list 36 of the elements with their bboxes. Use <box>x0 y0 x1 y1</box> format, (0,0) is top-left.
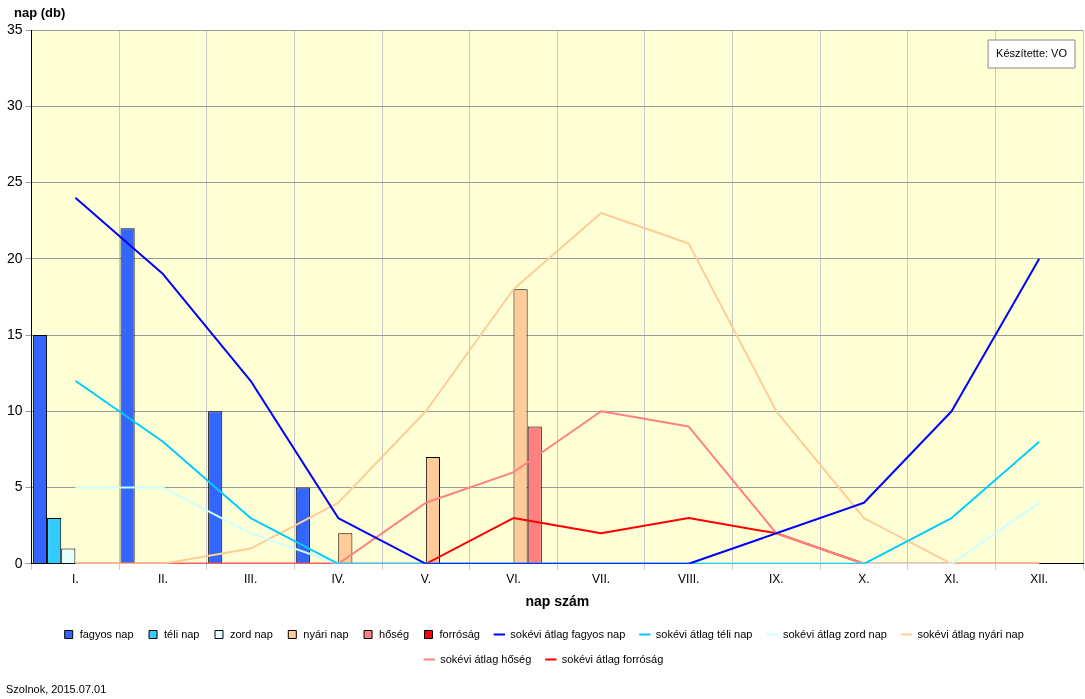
legend-label: fagyos nap <box>79 627 134 640</box>
x-tick-label: III. <box>243 572 258 587</box>
y-tick-label: 5 <box>14 478 23 495</box>
x-tick-label: IV. <box>331 572 346 587</box>
legend-label: zord nap <box>229 627 273 640</box>
text: Szolnok, 2015.07.01 <box>6 682 107 695</box>
x-tick-label: II. <box>157 572 169 587</box>
x-tick-label: VI. <box>506 572 521 587</box>
legend-label: téli nap <box>164 627 200 640</box>
y-tick-label: 15 <box>6 325 23 342</box>
x-tick-label: IX. <box>769 572 784 587</box>
y-axis-title: nap (db) <box>14 5 66 21</box>
legend-label: sokévi átlag forróság <box>561 652 664 665</box>
x-tick-label: XI. <box>944 572 959 587</box>
x-tick-label: VII. <box>592 572 611 587</box>
x-tick-label: I. <box>72 572 79 587</box>
x-tick-label: V. <box>420 572 431 587</box>
y-tick-label: 20 <box>6 249 23 266</box>
legend-label: sokévi átlag nyári nap <box>917 627 1024 640</box>
y-tick-label: 0 <box>14 554 23 571</box>
legend-label: sokévi átlag zord nap <box>782 627 887 640</box>
y-tick-label: 35 <box>6 20 23 37</box>
legend-label: sokévi átlag hőség <box>440 652 532 665</box>
x-tick-label: X. <box>858 572 870 587</box>
legend-label: hőség <box>379 627 410 640</box>
legend-label: forróság <box>439 627 480 640</box>
legend-label: sokévi átlag fagyos nap <box>510 627 626 640</box>
legend-label: nyári nap <box>303 627 349 640</box>
y-tick-label: 30 <box>6 97 23 114</box>
y-tick-label: 25 <box>6 173 23 190</box>
x-axis-title: nap szám <box>525 593 590 610</box>
x-tick-label: XII. <box>1030 572 1049 587</box>
legend-label: sokévi átlag téli nap <box>655 627 753 640</box>
y-tick-label: 10 <box>6 402 23 419</box>
annotation: Készítette: VO <box>996 47 1068 60</box>
x-tick-label: VIII. <box>678 572 700 587</box>
